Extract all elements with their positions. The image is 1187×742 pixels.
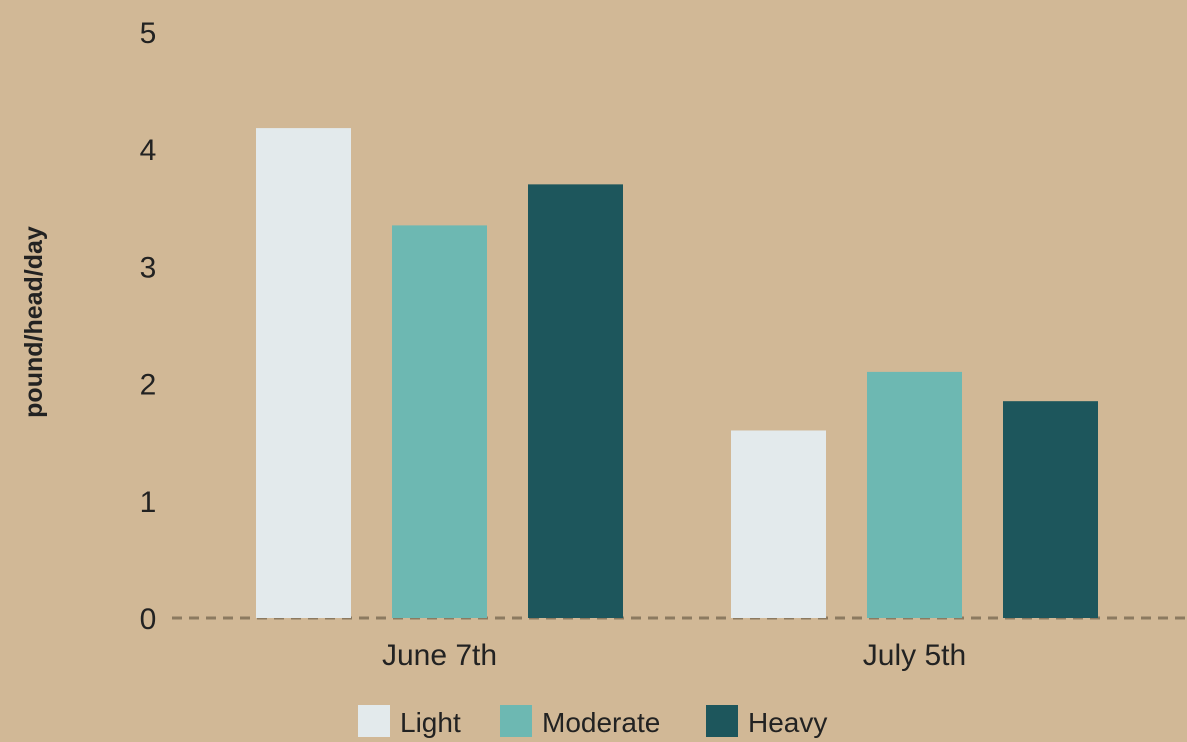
y-tick-label: 2 [140,369,157,402]
legend-swatch [706,705,738,737]
bar-light [731,430,826,618]
y-axis: 0 1 2 3 4 5 [140,17,157,636]
legend-item-heavy: Heavy [706,705,827,738]
legend-item-moderate: Moderate [500,705,660,738]
bar-light [256,128,351,618]
x-category-label: June 7th [382,639,497,672]
y-tick-label: 5 [140,17,157,50]
bars [256,128,1098,619]
legend-label: Heavy [748,707,827,738]
legend-label: Light [400,707,461,738]
legend-swatch [500,705,532,737]
bar-moderate [392,225,487,618]
legend-item-light: Light [358,705,461,738]
y-tick-label: 1 [140,486,157,519]
y-tick-label: 0 [140,603,157,636]
bar-heavy [528,184,623,619]
y-tick-label: 4 [140,134,157,167]
x-category-label: July 5th [863,639,966,672]
legend-label: Moderate [542,707,660,738]
bar-moderate [867,371,962,618]
legend-swatch [358,705,390,737]
legend: Light Moderate Heavy [358,705,827,738]
y-tick-label: 3 [140,251,157,284]
y-axis-label: pound/head/day [20,226,48,418]
bar-heavy [1003,401,1098,618]
x-axis: June 7th July 5th [382,639,966,672]
